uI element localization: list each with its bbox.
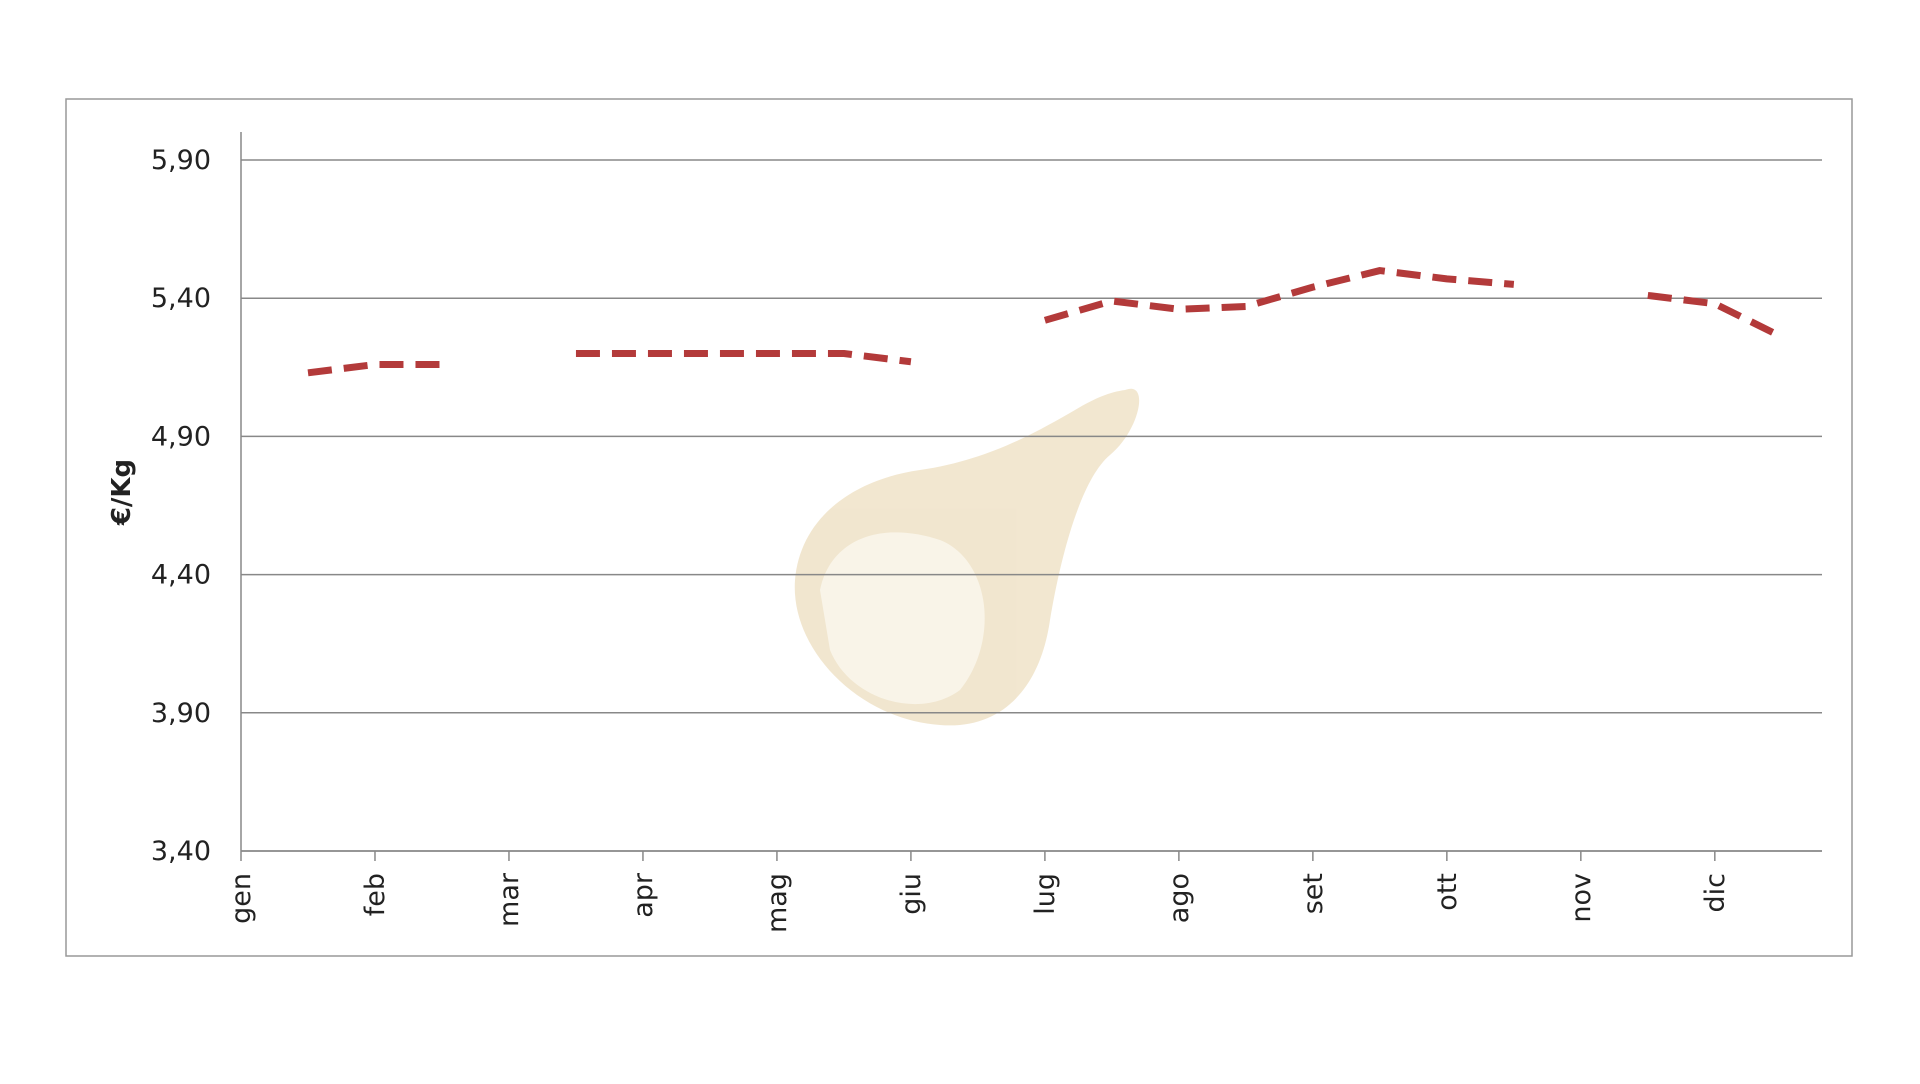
- x-tick-label: apr: [628, 872, 659, 918]
- x-tick-label: set: [1298, 873, 1329, 914]
- price-line: [307, 361, 442, 377]
- x-tick-label: feb: [360, 873, 391, 916]
- price-line: [1043, 267, 1515, 324]
- y-tick-label: 5,40: [151, 283, 211, 314]
- x-tick-label: lug: [1030, 873, 1061, 915]
- x-tick-label: mar: [494, 872, 525, 927]
- x-tick-label: nov: [1566, 873, 1597, 923]
- x-tick-label: ott: [1432, 873, 1463, 911]
- x-tick-label: gen: [226, 873, 257, 924]
- x-tick-label: mag: [762, 873, 793, 933]
- price-line: [575, 349, 912, 366]
- x-tick-label: ago: [1164, 873, 1195, 923]
- price-line: [1647, 291, 1784, 341]
- chart-frame: [65, 98, 1853, 957]
- y-tick-label: 4,90: [151, 421, 211, 452]
- y-tick-label: 5,90: [151, 145, 211, 176]
- y-tick-label: 3,90: [151, 698, 211, 729]
- y-axis-label: €/Kg: [107, 459, 137, 526]
- x-tick-label: giu: [896, 873, 927, 915]
- y-tick-label: 3,40: [151, 836, 211, 867]
- x-tick-label: dic: [1700, 873, 1731, 913]
- y-tick-label: 4,40: [151, 560, 211, 591]
